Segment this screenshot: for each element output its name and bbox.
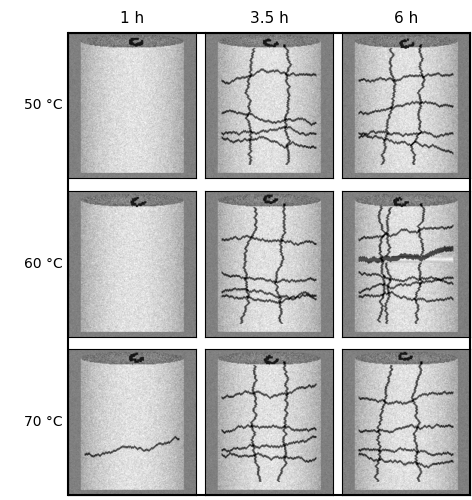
Text: 6 h: 6 h (394, 12, 418, 26)
Text: 3.5 h: 3.5 h (250, 12, 288, 26)
Text: 70 °C: 70 °C (24, 415, 63, 429)
Text: 1 h: 1 h (120, 12, 144, 26)
Text: 50 °C: 50 °C (24, 98, 63, 112)
Text: 60 °C: 60 °C (24, 257, 63, 270)
